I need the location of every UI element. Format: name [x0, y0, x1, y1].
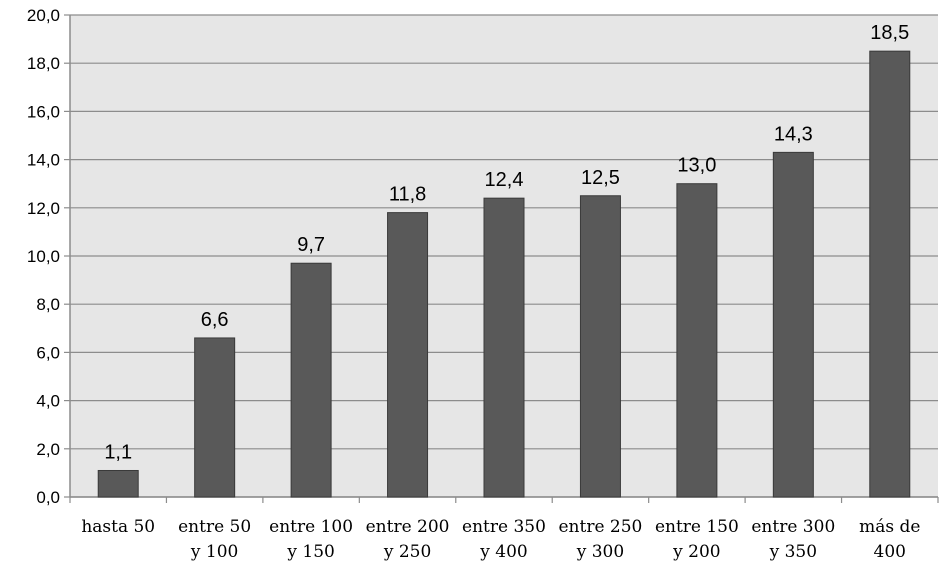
y-tick-label: 10,0: [27, 247, 60, 266]
data-label: 1,1: [104, 441, 132, 463]
y-tick-label: 4,0: [36, 392, 60, 411]
x-category-label: entre 150 y 200: [655, 517, 739, 562]
x-category-label: entre 300 y 350: [751, 517, 835, 562]
bar: [194, 337, 236, 498]
bar: [869, 50, 911, 498]
x-category-label: entre 200 y 250: [366, 517, 450, 562]
y-tick-label: 14,0: [27, 151, 60, 170]
y-tick-label: 2,0: [36, 440, 60, 459]
bar: [483, 197, 525, 498]
bar: [387, 212, 429, 498]
bar: [772, 151, 814, 498]
data-label: 12,4: [485, 169, 524, 191]
data-label: 6,6: [201, 309, 229, 331]
bar: [97, 469, 139, 498]
x-category-label: entre 50 y 100: [178, 517, 251, 562]
data-label: 11,8: [389, 184, 426, 206]
bar: [579, 195, 621, 498]
x-category-label: entre 250 y 300: [558, 517, 642, 562]
x-category-label: más de 400: [859, 517, 920, 562]
y-tick-label: 6,0: [36, 343, 60, 362]
y-tick-label: 0,0: [36, 488, 60, 507]
bar: [290, 262, 332, 498]
data-label: 9,7: [297, 234, 325, 256]
data-label: 18,5: [870, 22, 909, 44]
y-tick-label: 16,0: [27, 102, 60, 121]
data-label: 12,5: [581, 167, 620, 189]
data-label: 13,0: [677, 155, 716, 177]
y-tick-label: 8,0: [36, 295, 60, 314]
y-tick-label: 20,0: [27, 6, 60, 25]
data-label: 14,3: [774, 123, 813, 145]
y-tick-label: 18,0: [27, 54, 60, 73]
x-category-label: hasta 50: [81, 517, 155, 537]
y-tick-label: 12,0: [27, 199, 60, 218]
bar: [676, 183, 718, 498]
x-category-label: entre 100 y 150: [269, 517, 353, 562]
x-category-label: entre 350 y 400: [462, 517, 546, 562]
